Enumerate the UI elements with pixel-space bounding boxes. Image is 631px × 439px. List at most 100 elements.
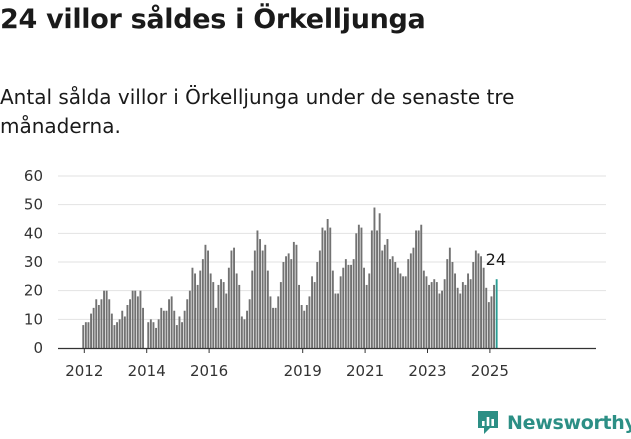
bar [305, 305, 308, 348]
bar [339, 276, 342, 348]
bar [162, 310, 165, 348]
bar [474, 250, 477, 348]
bar [240, 316, 243, 348]
bar [256, 230, 259, 348]
bar [105, 290, 108, 348]
bar [316, 262, 319, 348]
bar [259, 239, 261, 348]
y-tick-label: 50 [24, 196, 43, 214]
bar [108, 299, 111, 348]
bar [264, 244, 267, 348]
bar [313, 282, 316, 348]
bar [415, 230, 417, 348]
y-tick-label: 40 [24, 224, 43, 242]
x-axis: 2012 2014 2016 2019 2021 2023 2025 [58, 347, 596, 380]
bar [274, 307, 277, 348]
bar [183, 310, 186, 348]
bar [329, 227, 332, 348]
newsworthy-brand[interactable]: Newsworthy [476, 408, 631, 438]
bar [136, 296, 139, 348]
bar [225, 293, 228, 348]
bar [438, 293, 441, 348]
bar [448, 247, 451, 348]
bar [373, 207, 376, 348]
bars [82, 207, 498, 348]
bar [490, 296, 493, 348]
y-axis: 0 10 20 30 40 50 60 [24, 167, 43, 357]
bar [482, 267, 485, 348]
bar [391, 256, 394, 348]
bar [282, 262, 285, 348]
bar [160, 307, 163, 348]
bar [469, 279, 472, 348]
bar [389, 259, 391, 348]
bar [175, 325, 178, 348]
bar [420, 224, 423, 348]
bar [383, 244, 386, 348]
bar-latest [495, 279, 498, 348]
bar [251, 270, 254, 348]
bar [352, 259, 355, 348]
bar [342, 267, 345, 348]
bar [188, 290, 191, 348]
bar [142, 307, 144, 348]
bar [222, 282, 225, 348]
bar [422, 270, 425, 348]
bar [287, 253, 290, 348]
bar [118, 319, 121, 348]
bar [269, 296, 272, 348]
bar [92, 307, 95, 348]
bar [199, 270, 202, 348]
bar [326, 219, 329, 348]
bar [407, 259, 410, 348]
bar [451, 262, 454, 348]
bar [173, 310, 176, 348]
bar [446, 259, 449, 348]
bar [467, 273, 469, 348]
bar [292, 241, 295, 348]
bar [246, 310, 248, 348]
bar [126, 305, 129, 348]
annotations: 24 [486, 250, 506, 269]
bar [412, 247, 415, 348]
x-tick-label: 2019 [284, 362, 322, 380]
bar [147, 322, 150, 348]
bar [186, 299, 189, 348]
bar [357, 224, 360, 348]
bar [165, 310, 168, 348]
bar [261, 250, 264, 348]
bar [344, 259, 347, 348]
brand-name: Newsworthy [507, 412, 631, 434]
bar [123, 316, 126, 348]
bar [279, 282, 282, 348]
bar [298, 284, 300, 348]
bar [311, 276, 313, 348]
bar [266, 270, 269, 348]
newsworthy-logo-icon [478, 411, 498, 434]
bar [433, 279, 436, 348]
bar [233, 247, 235, 348]
bar [238, 284, 241, 348]
bar [417, 230, 420, 348]
bar [394, 262, 397, 348]
y-tick-label: 60 [24, 167, 43, 185]
bar [90, 313, 92, 348]
bar [472, 262, 475, 348]
x-tick-label: 2021 [346, 362, 384, 380]
bar [97, 305, 100, 348]
bar [134, 290, 137, 348]
bar [170, 296, 173, 348]
bar [386, 239, 389, 348]
bar [217, 284, 220, 348]
bar [300, 305, 303, 348]
bar [196, 284, 199, 348]
bar [334, 293, 337, 348]
bar [194, 273, 196, 348]
bar [485, 287, 488, 348]
bar [207, 250, 209, 348]
x-tick-label: 2014 [128, 362, 166, 380]
bar [376, 230, 378, 348]
bar [399, 273, 402, 348]
bar [129, 299, 131, 348]
